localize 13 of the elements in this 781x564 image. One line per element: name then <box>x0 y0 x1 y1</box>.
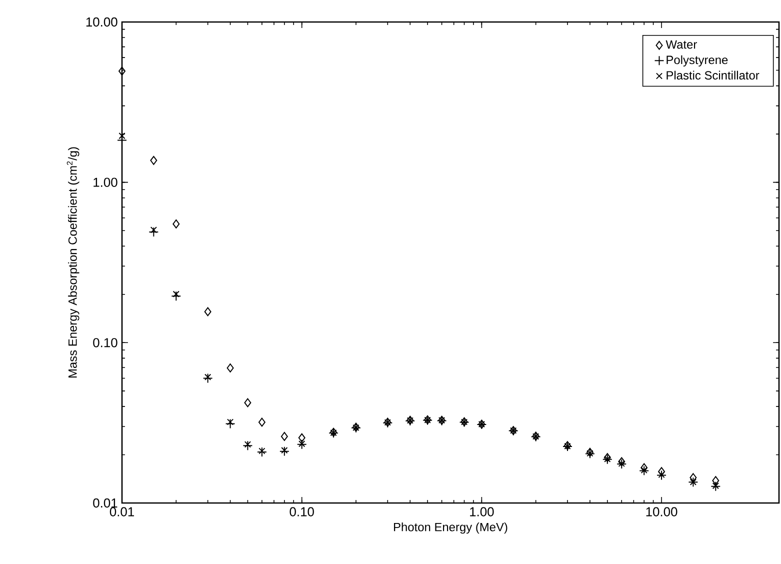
x-tick-label: 10.00 <box>646 507 678 516</box>
x-tick-label: 0.01 <box>110 507 134 516</box>
y-tick-label: 0.01 <box>93 498 118 508</box>
y-tick-label: 0.10 <box>93 338 118 348</box>
y-tick-label: 10.00 <box>86 17 118 27</box>
x-axis-title: Photon Energy (MeV) <box>394 522 508 534</box>
y-axis-title: Mass Energy Absorption Coefficient (cm$^{2}$/g) <box>66 147 80 378</box>
y-tick-label: 1.00 <box>94 178 118 187</box>
legend-label: Polystyrene <box>666 55 728 66</box>
legend-label: Water <box>666 40 697 49</box>
legend-label: Plastic Scintillator <box>666 70 760 80</box>
x-tick-label: 0.10 <box>290 507 314 516</box>
x-tick-label: 1.00 <box>470 507 494 516</box>
